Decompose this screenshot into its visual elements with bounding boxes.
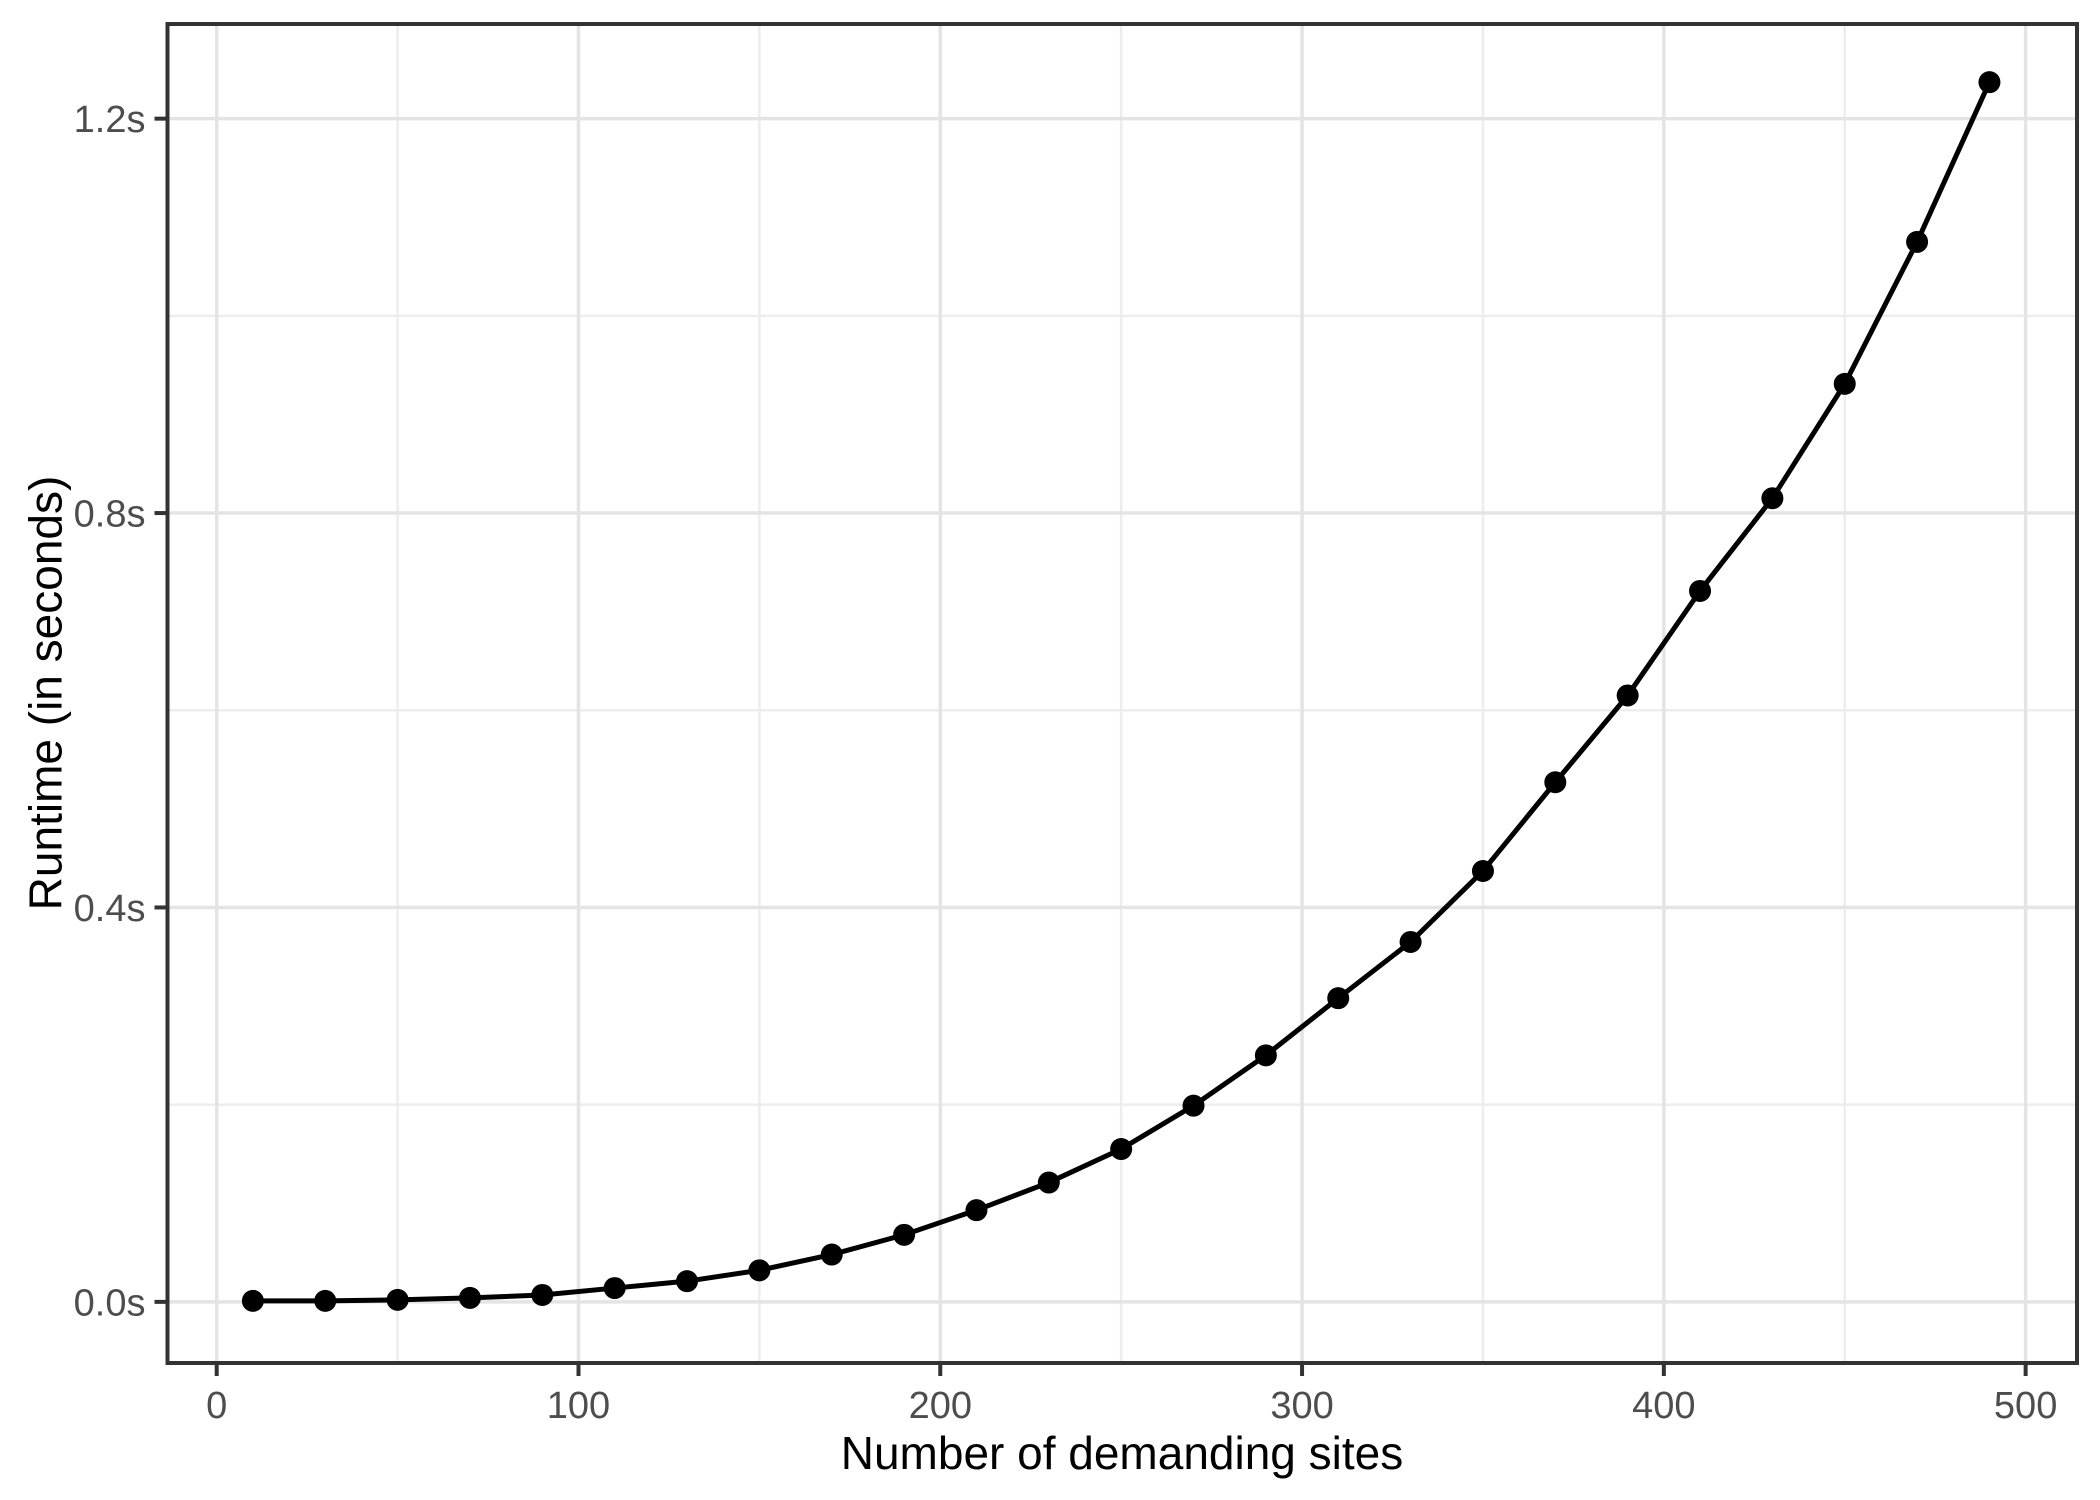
data-point: [1254, 1044, 1277, 1067]
data-point: [748, 1259, 771, 1282]
data-point: [676, 1270, 699, 1293]
data-point: [820, 1243, 843, 1266]
data-point: [1182, 1094, 1205, 1117]
panel-border: [165, 22, 2079, 1365]
data-point: [603, 1277, 626, 1300]
data-point: [1761, 487, 1784, 510]
x-tick-label: 300: [1270, 1385, 1333, 1427]
y-axis-title: Runtime (in seconds): [19, 475, 72, 911]
data-point: [458, 1286, 481, 1309]
data-point: [893, 1223, 916, 1246]
y-tick-label: 0.4s: [74, 888, 146, 930]
x-tick-label: 0: [206, 1385, 227, 1427]
data-point: [1399, 930, 1422, 953]
data-point: [1327, 987, 1350, 1010]
data-point: [965, 1199, 988, 1222]
x-tick-label: 400: [1632, 1385, 1695, 1427]
data-point: [1544, 771, 1567, 794]
x-axis-title: Number of demanding sites: [840, 1427, 1404, 1479]
data-point: [1616, 684, 1639, 707]
x-tick-label: 100: [547, 1385, 610, 1427]
y-tick-label: 0.8s: [74, 494, 146, 536]
data-point: [531, 1283, 554, 1306]
data-point: [1978, 71, 2001, 94]
data-point: [386, 1288, 409, 1311]
x-tick-label: 200: [909, 1385, 972, 1427]
data-point: [1689, 579, 1712, 602]
y-tick-label: 1.2s: [74, 99, 146, 141]
x-tick-label: 500: [1994, 1385, 2057, 1427]
data-point: [1037, 1171, 1060, 1194]
data-point: [314, 1289, 337, 1312]
data-point: [1906, 230, 1929, 253]
y-tick-label: 0.0s: [74, 1282, 146, 1324]
data-point: [241, 1289, 264, 1312]
data-point: [1110, 1138, 1133, 1161]
data-point: [1471, 859, 1494, 882]
data-point: [1833, 372, 1856, 395]
